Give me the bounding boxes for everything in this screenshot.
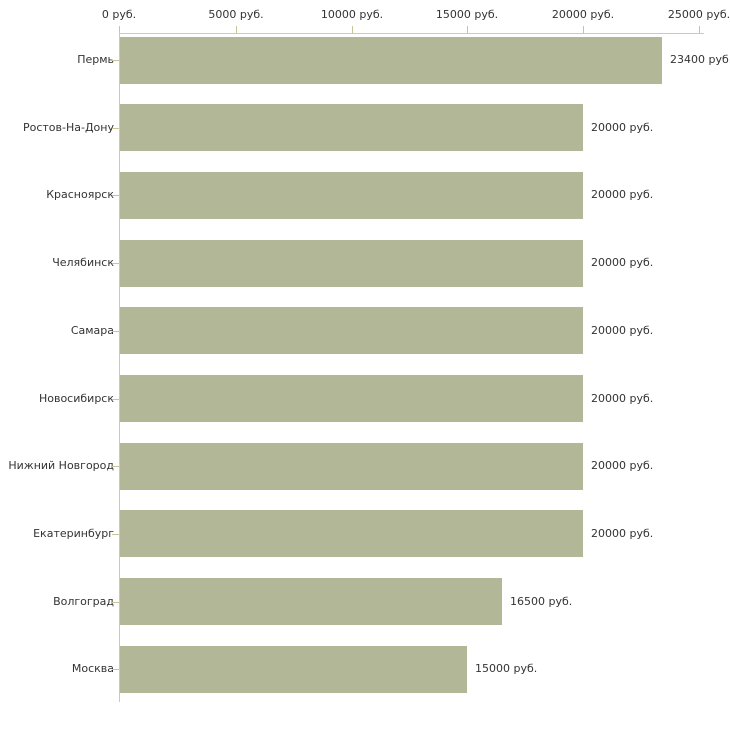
category-label: Пермь xyxy=(77,53,114,66)
x-tick-label: 15000 руб. xyxy=(435,8,499,21)
y-tick-mark xyxy=(112,534,119,535)
value-label: 20000 руб. xyxy=(591,188,654,201)
bar-7 xyxy=(120,443,583,490)
bar-8 xyxy=(120,510,583,557)
x-tick-mark xyxy=(352,26,353,33)
x-axis-line xyxy=(119,33,704,34)
bar-2 xyxy=(120,104,583,151)
x-tick-label: 5000 руб. xyxy=(208,8,264,21)
y-tick-mark xyxy=(112,331,119,332)
category-label: Волгоград xyxy=(53,595,114,608)
y-tick-mark xyxy=(112,195,119,196)
x-tick-mark xyxy=(699,26,700,33)
bar-9 xyxy=(120,578,502,625)
bar-6 xyxy=(120,375,583,422)
x-tick-mark xyxy=(467,26,468,33)
value-label: 20000 руб. xyxy=(591,121,654,134)
x-tick-mark xyxy=(583,26,584,33)
x-tick-mark xyxy=(236,26,237,33)
value-label: 20000 руб. xyxy=(591,527,654,540)
category-label: Красноярск xyxy=(46,188,114,201)
category-label: Москва xyxy=(71,662,114,675)
y-tick-mark xyxy=(112,60,119,61)
value-label: 20000 руб. xyxy=(591,459,654,472)
x-tick-label: 20000 руб. xyxy=(551,8,615,21)
value-label: 23400 руб. xyxy=(670,53,730,66)
value-label: 15000 руб. xyxy=(475,662,538,675)
y-tick-mark xyxy=(112,602,119,603)
value-label: 16500 руб. xyxy=(510,595,573,608)
category-label: Ростов-На-Дону xyxy=(22,121,114,134)
category-label: Нижний Новгород xyxy=(8,459,114,472)
x-tick-label: 0 руб. xyxy=(101,8,137,21)
value-label: 20000 руб. xyxy=(591,324,654,337)
x-tick-mark xyxy=(119,26,120,33)
bar-1 xyxy=(120,37,662,84)
y-tick-mark xyxy=(112,399,119,400)
value-label: 20000 руб. xyxy=(591,392,654,405)
y-tick-mark xyxy=(112,669,119,670)
bar-5 xyxy=(120,307,583,354)
y-tick-mark xyxy=(112,466,119,467)
x-tick-label: 25000 руб. xyxy=(667,8,730,21)
y-tick-mark xyxy=(112,128,119,129)
category-label: Екатеринбург xyxy=(33,527,114,540)
category-label: Челябинск xyxy=(52,256,114,269)
y-axis-line xyxy=(119,33,120,702)
bar-3 xyxy=(120,172,583,219)
bar-10 xyxy=(120,646,467,693)
category-label: Самара xyxy=(70,324,114,337)
x-tick-label: 10000 руб. xyxy=(320,8,384,21)
bar-4 xyxy=(120,240,583,287)
value-label: 20000 руб. xyxy=(591,256,654,269)
category-label: Новосибирск xyxy=(38,392,114,405)
y-tick-mark xyxy=(112,263,119,264)
